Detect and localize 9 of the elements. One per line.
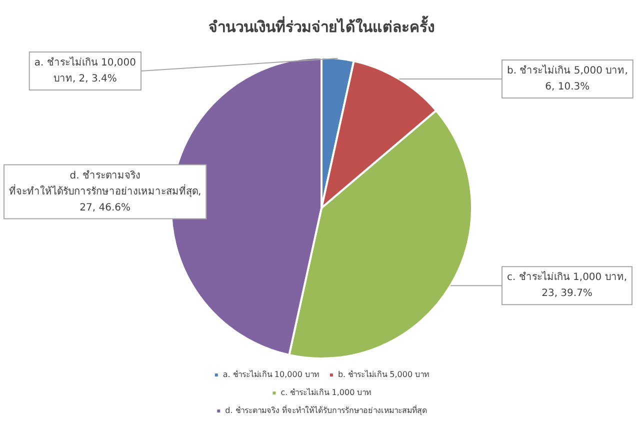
- data-label: c. ชำระไม่เกิน 1,000 บาท, 23, 39.7%: [506, 271, 628, 300]
- legend-label: d. ชำระตามจริง ที่จะทำให้ได้รับการรักษาอย่างเหมาะสมที่สุด: [225, 404, 427, 416]
- data-label: a. ชำระไม่เกิน 10,000 บาท, 2, 3.4%: [34, 56, 136, 85]
- data-label: b. ชำระไม่เกิน 5,000 บาท, 6, 10.3%: [506, 64, 628, 93]
- chart-title: จำนวนเงินที่ร่วมจ่ายได้ในแต่ละครั้ง: [208, 14, 434, 36]
- legend-label: b. ชำระไม่เกิน 5,000 บาท: [338, 370, 430, 380]
- data-label: d. ชำระตามจริง ที่จะทำให้ได้รับการรักษาอย่างเหมาะสมที่สุด, 27, 46.6%: [8, 170, 202, 214]
- legend-label: a. ชำระไม่เกิน 10,000 บาท: [222, 370, 319, 380]
- legend-label: c. ชำระไม่เกิน 1,000 บาท: [280, 388, 372, 398]
